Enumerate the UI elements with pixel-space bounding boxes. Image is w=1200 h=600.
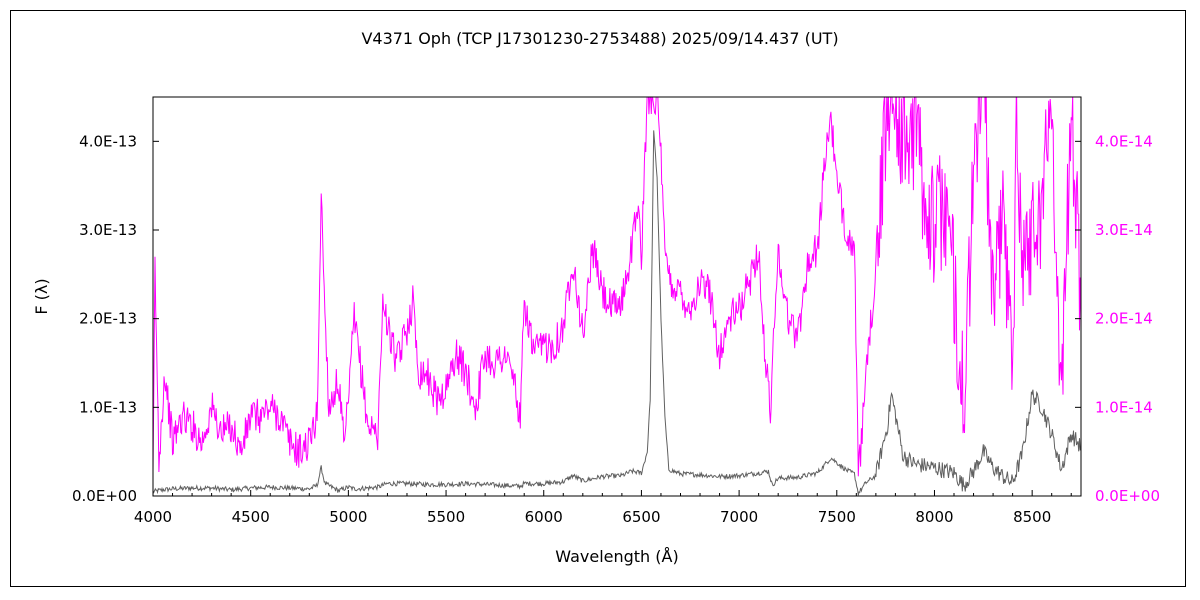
chart-frame	[10, 10, 1186, 587]
x-tick-label: 4500	[232, 508, 270, 526]
plot-area-border	[152, 96, 1082, 497]
x-tick-label: 7000	[720, 508, 758, 526]
x-tick-label: 7500	[818, 508, 856, 526]
y-left-tick-label: 0.0E+00	[72, 487, 137, 505]
y-right-tick-label: 1.0E-14	[1095, 398, 1153, 416]
series-left-line	[153, 130, 1081, 496]
y-left-tick-label: 1.0E-13	[79, 398, 137, 416]
y-right-tick-label: 0.0E+00	[1095, 487, 1160, 505]
y-right-tick-label: 4.0E-14	[1095, 132, 1153, 150]
x-tick-label: 4000	[134, 508, 172, 526]
x-tick-label: 8500	[1013, 508, 1051, 526]
x-tick-label: 6000	[525, 508, 563, 526]
y-left-tick-label: 3.0E-13	[79, 221, 137, 239]
y-right-tick-label: 2.0E-14	[1095, 310, 1153, 328]
chart-title: V4371 Oph (TCP J17301230-2753488) 2025/0…	[361, 29, 838, 48]
x-tick-label: 8000	[915, 508, 953, 526]
x-axis-label: Wavelength (Å)	[555, 547, 678, 566]
y-axis-label: F (λ)	[32, 278, 51, 314]
x-tick-label: 5500	[427, 508, 465, 526]
y-left-tick-label: 4.0E-13	[79, 132, 137, 150]
x-tick-label: 6500	[622, 508, 660, 526]
y-left-tick-label: 2.0E-13	[79, 310, 137, 328]
x-tick-label: 5000	[329, 508, 367, 526]
series-right-line	[153, 97, 1081, 477]
y-right-tick-label: 3.0E-14	[1095, 221, 1153, 239]
